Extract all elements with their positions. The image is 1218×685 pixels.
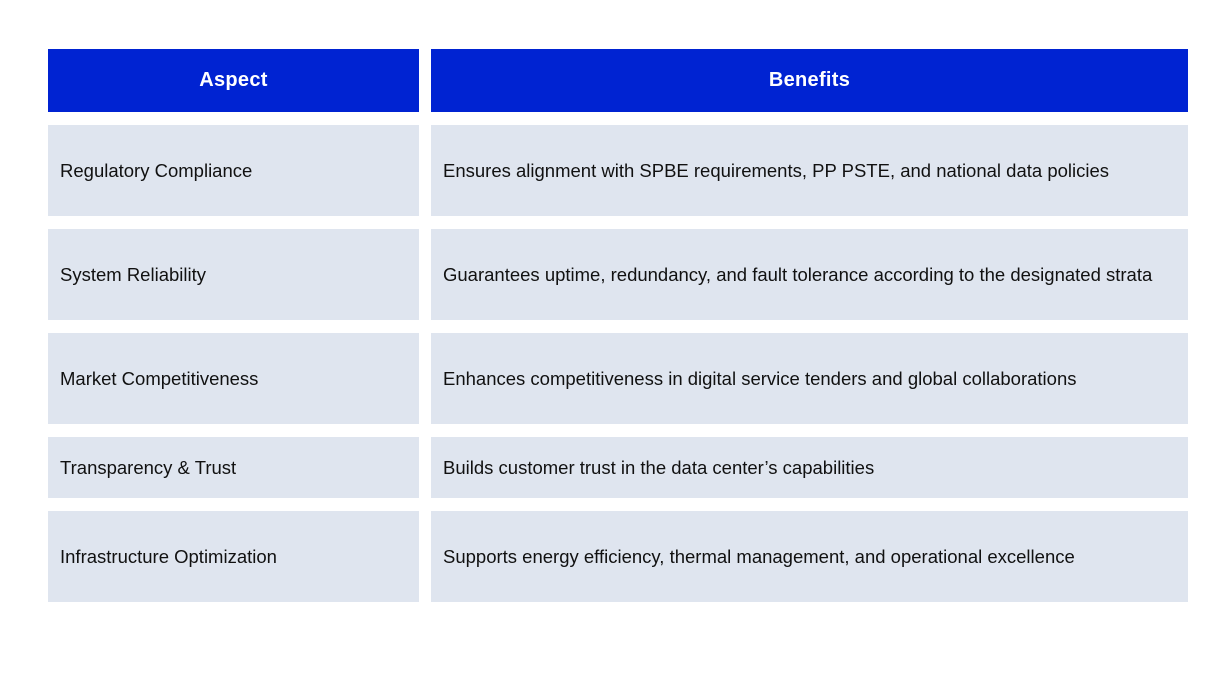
aspect-benefits-table: Aspect Benefits Regulatory Compliance En… — [48, 49, 1188, 602]
row-4-benefit: Builds customer trust in the data center… — [431, 437, 1188, 498]
row-4-aspect: Transparency & Trust — [48, 437, 419, 498]
row-5-benefit: Supports energy efficiency, thermal mana… — [431, 511, 1188, 602]
row-5-aspect: Infrastructure Optimization — [48, 511, 419, 602]
row-3-benefit: Enhances competitiveness in digital serv… — [431, 333, 1188, 424]
header-aspect: Aspect — [48, 49, 419, 112]
row-3-aspect: Market Competitiveness — [48, 333, 419, 424]
header-benefits: Benefits — [431, 49, 1188, 112]
row-1-aspect: Regulatory Compliance — [48, 125, 419, 216]
row-2-aspect: System Reliability — [48, 229, 419, 320]
row-1-benefit: Ensures alignment with SPBE requirements… — [431, 125, 1188, 216]
table-grid: Aspect Benefits Regulatory Compliance En… — [48, 49, 1188, 602]
row-2-benefit: Guarantees uptime, redundancy, and fault… — [431, 229, 1188, 320]
